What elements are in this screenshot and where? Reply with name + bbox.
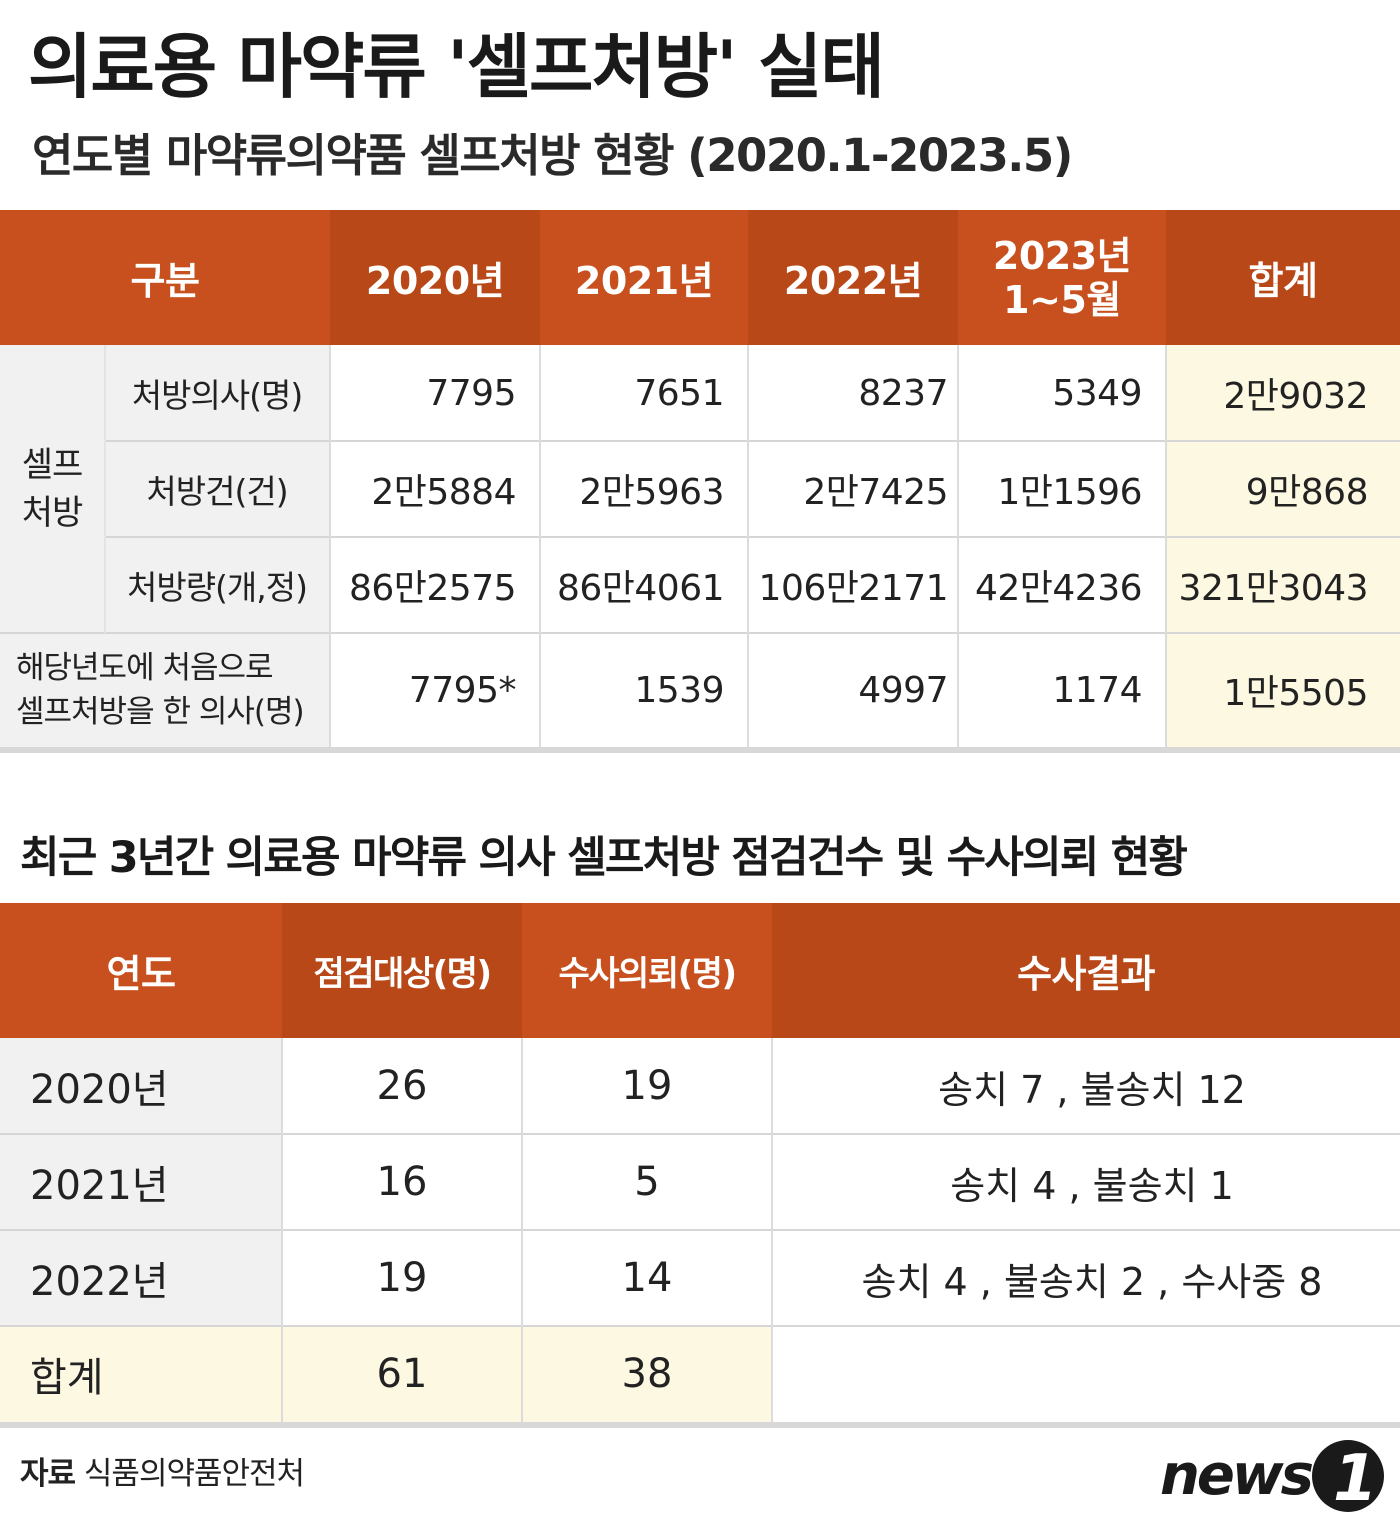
cell-inspected-total: 61 — [282, 1326, 522, 1422]
table1-col-divider — [104, 345, 106, 633]
source-text: 식품의약품안전처 — [83, 1456, 305, 1492]
header-2023: 2023년 1~5월 — [958, 210, 1166, 345]
cell-cases-total: 9만868 — [1166, 441, 1400, 537]
table1-subtitle: 연도별 마약류의약품 셀프처방 현황 (2020.1-2023.5) — [32, 129, 1073, 182]
table2-row-divider — [0, 1229, 1400, 1231]
group-label-self-prescription: 셀프 처방 — [0, 345, 104, 633]
news1-logo: news 1 — [1160, 1440, 1384, 1514]
row-year-2021: 2021년 — [0, 1134, 282, 1230]
cell-inspected-2022: 19 — [282, 1230, 522, 1326]
cell-doctors-2023: 5349 — [958, 345, 1166, 441]
source-label: 자료 — [20, 1456, 76, 1492]
table2-bottom-rule — [0, 1422, 1400, 1428]
cell-first-time-2023: 1174 — [958, 633, 1166, 747]
cell-cases-2022: 2만7425 — [748, 441, 958, 537]
row-label-doctors: 처방의사(명) — [104, 345, 330, 441]
table2-row-divider — [0, 1325, 1400, 1327]
header-2021: 2021년 — [540, 210, 748, 345]
header-category: 구분 — [0, 210, 330, 345]
cell-referred-total: 38 — [522, 1326, 772, 1422]
cell-doctors-2022: 8237 — [748, 345, 958, 441]
table1-row-divider — [104, 536, 1400, 538]
cell-first-time-2021: 1539 — [540, 633, 748, 747]
cell-first-time-2020: 7795* — [330, 633, 540, 747]
table2-title: 최근 3년간 의료용 마약류 의사 셀프처방 점검건수 및 수사의뢰 현황 — [20, 833, 1188, 883]
cell-inspected-2021: 16 — [282, 1134, 522, 1230]
row-year-2020: 2020년 — [0, 1038, 282, 1134]
row-label-cases: 처방건(건) — [104, 441, 330, 537]
logo-badge — [1312, 1440, 1384, 1512]
header-2022: 2022년 — [748, 210, 958, 345]
row-label-first-time-line1: 해당년도에 처음으로 — [16, 650, 274, 686]
cell-quantity-2020: 86만2575 — [330, 537, 540, 633]
logo-mark: 1 — [1333, 1442, 1378, 1514]
cell-referred-2020: 19 — [522, 1038, 772, 1134]
table1-col-divider — [747, 345, 749, 747]
cell-quantity-2021: 86만4061 — [540, 537, 748, 633]
cell-cases-2021: 2만5963 — [540, 441, 748, 537]
header-total: 합계 — [1166, 210, 1400, 345]
cell-cases-2023: 1만1596 — [958, 441, 1166, 537]
cell-quantity-total: 321만3043 — [1166, 537, 1400, 633]
table1-col-divider — [539, 345, 541, 747]
table1-col-divider — [957, 345, 959, 747]
cell-quantity-2022: 106만2171 — [748, 537, 958, 633]
cell-doctors-2020: 7795 — [330, 345, 540, 441]
header-2023-period: 1~5월 — [1003, 277, 1121, 322]
cell-cases-2020: 2만5884 — [330, 441, 540, 537]
table1-row-divider — [104, 440, 1400, 442]
cell-quantity-2023: 42만4236 — [958, 537, 1166, 633]
cell-result-2022: 송치 4 , 불송치 2 , 수사중 8 — [772, 1230, 1400, 1326]
table1-bottom-rule — [0, 747, 1400, 753]
header-2020: 2020년 — [330, 210, 540, 345]
cell-result-total — [772, 1326, 1400, 1422]
header-result: 수사결과 — [772, 903, 1400, 1038]
table2-col-divider — [281, 1038, 283, 1422]
cell-referred-2022: 14 — [522, 1230, 772, 1326]
table1-row-divider — [0, 632, 1400, 634]
source-credit: 자료 식품의약품안전처 — [20, 1448, 305, 1493]
row-label-quantity: 처방량(개,정) — [104, 537, 330, 633]
cell-first-time-total: 1만5505 — [1166, 633, 1400, 747]
row-year-2022: 2022년 — [0, 1230, 282, 1326]
logo-text: news — [1160, 1443, 1313, 1508]
cell-doctors-total: 2만9032 — [1166, 345, 1400, 441]
cell-doctors-2021: 7651 — [540, 345, 748, 441]
cell-result-2020: 송치 7 , 불송치 12 — [772, 1038, 1400, 1134]
page-title: 의료용 마약류 '셀프처방' 실태 — [28, 26, 885, 108]
header-referred: 수사의뢰(명) — [522, 903, 772, 1038]
group-label-line2: 처방 — [21, 493, 84, 533]
row-label-first-time-line2: 셀프처방을 한 의사(명) — [16, 694, 305, 730]
group-label-line1: 셀프 — [21, 445, 84, 485]
cell-referred-2021: 5 — [522, 1134, 772, 1230]
header-year: 연도 — [0, 903, 282, 1038]
table2-col-divider — [771, 1038, 773, 1422]
table2-col-divider — [521, 1038, 523, 1422]
cell-inspected-2020: 26 — [282, 1038, 522, 1134]
table1-col-divider — [329, 345, 331, 747]
header-2023-year: 2023년 — [992, 233, 1132, 278]
table2-row-divider — [0, 1133, 1400, 1135]
row-year-total: 합계 — [0, 1326, 282, 1422]
cell-first-time-2022: 4997 — [748, 633, 958, 747]
row-label-first-time: 해당년도에 처음으로 셀프처방을 한 의사(명) — [0, 633, 330, 747]
table1-col-divider — [1165, 345, 1167, 747]
header-inspected: 점검대상(명) — [282, 903, 522, 1038]
cell-result-2021: 송치 4 , 불송치 1 — [772, 1134, 1400, 1230]
